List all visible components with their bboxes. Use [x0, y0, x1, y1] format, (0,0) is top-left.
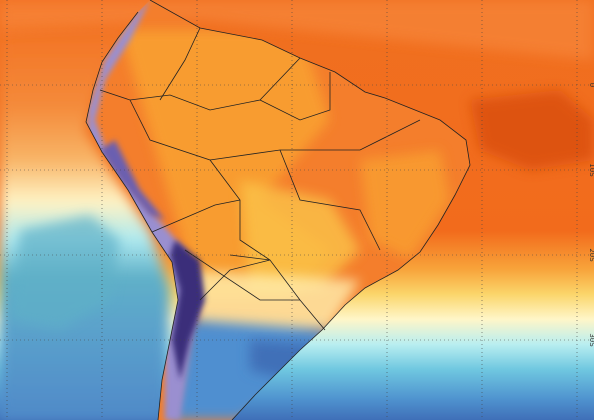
warm-patch [470, 90, 594, 170]
lat-label: 0 [588, 83, 594, 87]
cool-patch [10, 215, 120, 330]
lat-label: 20S [588, 248, 594, 262]
lat-labels: 0 10S 20S 30S [588, 83, 594, 347]
lat-label: 10S [588, 163, 594, 177]
lat-label: 30S [588, 333, 594, 347]
borders [85, 0, 471, 420]
